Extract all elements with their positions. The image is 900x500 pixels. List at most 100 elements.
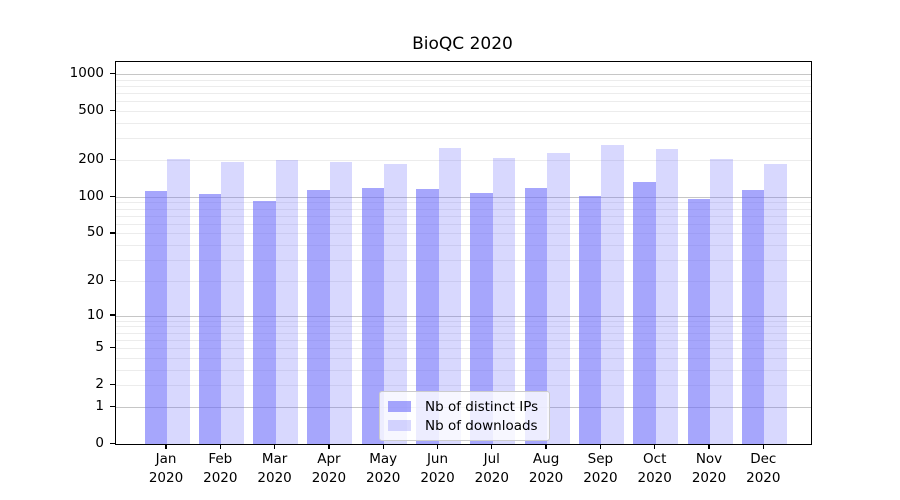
bar-downloads-may [384,163,407,444]
gridline-major-1000 [116,74,811,75]
y-tick-mark-1000 [110,72,115,75]
gridline-minor-5 [116,348,811,349]
x-tick-label-sep: Sep 2020 [583,451,618,486]
legend-swatch-downloads [388,420,411,431]
plot-area [115,61,812,445]
y-tick-mark-10 [110,314,115,316]
bar-distinct-ips-oct [633,181,656,444]
bar-distinct-ips-mar [253,200,276,444]
y-tick-mark-0 [110,442,115,445]
y-tick-label-1000: 1000 [69,65,104,81]
bar-distinct-ips-jun [416,189,439,444]
legend-label-downloads: Nb of downloads [425,417,538,434]
x-tick-label-may: May 2020 [366,451,401,486]
bar-downloads-oct [655,149,679,444]
chart-title: BioQC 2020 [412,34,513,54]
bar-distinct-ips-feb [198,194,222,444]
gridline-major-10 [116,315,811,317]
x-tick-label-jan: Jan 2020 [148,451,184,486]
y-tick-mark-1 [110,405,115,408]
y-tick-label-200: 200 [78,151,104,167]
gridline-minor-20 [116,280,811,282]
x-tick-mark-apr [328,444,330,449]
legend-label-distinct-ips: Nb of distinct IPs [425,398,539,415]
y-tick-label-0: 0 [95,435,104,451]
gridline-minor-300 [116,138,811,140]
x-tick-label-feb: Feb 2020 [203,451,238,486]
y-tick-label-10: 10 [86,306,104,323]
x-tick-label-dec: Dec 2020 [746,451,781,486]
gridline-minor-200 [116,160,811,161]
gridline-minor-8 [116,326,811,328]
x-tick-mark-jan [165,444,167,449]
legend: Nb of distinct IPs Nb of downloads [379,391,551,441]
x-tick-mark-nov [708,444,710,449]
gridline-minor-600 [116,101,811,103]
y-tick-mark-100 [110,195,115,197]
bar-distinct-ips-dec [741,190,765,444]
y-tick-label-500: 500 [78,102,104,119]
x-tick-label-jun: Jun 2020 [420,451,455,486]
bar-downloads-sep [601,145,624,444]
legend-item-distinct-ips: Nb of distinct IPs [388,397,538,416]
bar-distinct-ips-sep [578,195,602,444]
bar-distinct-ips-apr [307,190,330,444]
x-tick-mark-sep [599,444,602,449]
x-tick-mark-may [382,444,384,449]
bar-distinct-ips-jul [470,193,493,444]
legend-swatch-distinct-ips [388,401,411,412]
x-tick-label-aug: Aug 2020 [528,451,564,486]
gridline-minor-500 [116,111,811,113]
bar-distinct-ips-jan [144,191,167,444]
x-tick-label-jul: Jul 2020 [474,451,509,486]
bar-downloads-jan [167,159,190,444]
gridline-major-100 [116,196,811,198]
x-tick-mark-jun [436,444,439,449]
gridline-minor-900 [116,79,811,81]
gridline-minor-6 [116,339,811,341]
y-tick-label-5: 5 [95,339,104,355]
bar-downloads-apr [329,161,353,444]
bar-distinct-ips-nov [687,198,710,444]
gridline-minor-70 [116,215,811,217]
bar-downloads-dec [764,163,787,444]
gridline-minor-40 [116,245,811,247]
x-tick-mark-jul [491,444,493,449]
x-tick-label-mar: Mar 2020 [257,451,292,486]
y-tick-label-2: 2 [95,376,104,393]
x-tick-mark-mar [273,444,276,449]
bar-downloads-feb [221,162,244,444]
y-tick-mark-5 [110,346,115,349]
legend-item-downloads: Nb of downloads [388,416,538,435]
gridline-minor-800 [116,85,811,87]
gridline-minor-30 [116,260,811,262]
y-tick-mark-20 [110,279,115,282]
gridline-minor-3 [116,369,811,371]
y-tick-mark-500 [110,109,115,112]
y-tick-label-20: 20 [86,271,104,288]
bar-downloads-mar [275,159,299,444]
gridline-minor-4 [116,357,811,359]
x-tick-label-apr: Apr 2020 [311,451,347,486]
gridline-minor-400 [116,123,811,124]
bar-downloads-aug [547,153,570,444]
y-tick-label-100: 100 [78,187,104,204]
gridline-minor-2 [116,385,811,387]
y-tick-mark-200 [110,158,115,161]
gridline-minor-80 [116,208,811,210]
y-tick-mark-2 [110,384,115,386]
x-tick-mark-aug [545,444,547,449]
y-tick-label-1: 1 [95,397,104,414]
x-tick-mark-oct [654,444,656,449]
x-tick-label-oct: Oct 2020 [637,451,672,486]
bar-downloads-nov [710,159,733,444]
gridline-minor-90 [116,202,811,204]
gridline-minor-700 [116,93,811,95]
x-tick-label-nov: Nov 2020 [691,451,727,486]
x-tick-mark-feb [219,444,221,449]
bar-distinct-ips-may [361,188,385,444]
bar-downloads-jun [438,147,461,444]
y-tick-mark-50 [110,232,115,234]
bar-downloads-jul [492,157,516,444]
